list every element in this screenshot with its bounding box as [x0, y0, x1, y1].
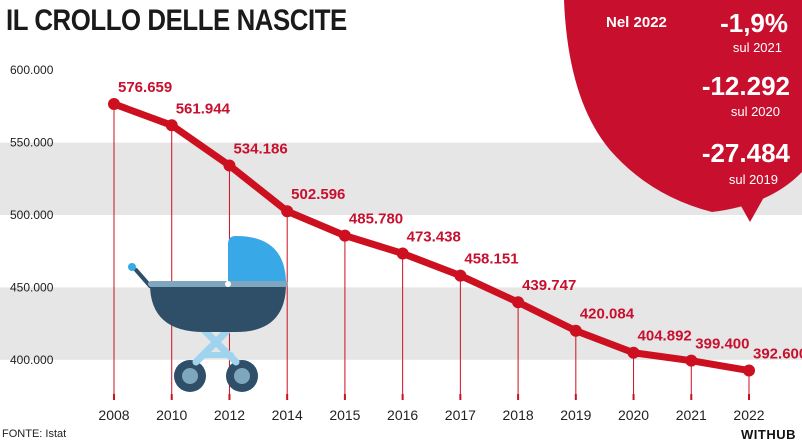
data-point [685, 354, 698, 367]
data-label: 534.186 [233, 140, 287, 157]
data-point [338, 229, 351, 242]
x-tick-label: 2021 [676, 407, 707, 423]
x-tick-label: 2016 [387, 407, 418, 423]
callout-value-2: -12.292 [702, 71, 790, 101]
stroller-illustration [128, 236, 288, 392]
x-tick-label: 2008 [98, 407, 129, 423]
data-label: 502.596 [291, 186, 345, 203]
x-tick-label: 2010 [156, 407, 187, 423]
x-tick-label: 2017 [445, 407, 476, 423]
data-point [743, 364, 755, 377]
callout-shape [564, 0, 802, 212]
data-label: 399.400 [695, 336, 749, 353]
data-point [396, 247, 409, 260]
x-tick-label: 2019 [560, 407, 591, 423]
data-label: 485.780 [349, 211, 403, 228]
data-label: 576.659 [118, 79, 172, 96]
data-point [281, 205, 294, 218]
x-tick-label: 2014 [272, 407, 303, 423]
data-label: 439.747 [522, 277, 576, 294]
x-tick-label: 2020 [618, 407, 649, 423]
stroller-hood [228, 236, 286, 284]
data-point [454, 269, 467, 282]
source-note: FONTE: Istat [2, 428, 67, 440]
series-line [110, 100, 753, 375]
stroller-body [150, 284, 286, 332]
callout-value-3: -27.484 [702, 138, 791, 168]
data-point [627, 346, 640, 359]
data-point [223, 159, 236, 172]
x-tick-label: 2018 [503, 407, 534, 423]
y-tick-label: 400.000 [10, 353, 54, 367]
data-label: 561.944 [176, 100, 231, 117]
x-tick-label: 2022 [733, 407, 764, 423]
y-tick-label: 600.000 [10, 63, 54, 77]
data-point [569, 324, 582, 337]
data-point [165, 119, 178, 132]
y-tick-label: 550.000 [10, 136, 54, 150]
data-label: 404.892 [638, 328, 692, 345]
callout-caption-3: sul 2019 [729, 172, 778, 187]
callout-caption-1: sul 2021 [733, 40, 782, 55]
y-tick-label: 450.000 [10, 280, 54, 294]
data-label: 473.438 [407, 228, 461, 245]
data-label: 392.600 [753, 346, 802, 363]
chart-title: IL CROLLO DELLE NASCITE [6, 4, 347, 37]
callout-label: Nel 2022 [606, 14, 667, 31]
y-tick-label: 500.000 [10, 208, 54, 222]
x-tick-label: 2015 [329, 407, 360, 423]
data-point [512, 296, 525, 309]
brand-logo: WITHUB [741, 427, 796, 442]
x-tick-label: 2012 [214, 407, 245, 423]
data-point [108, 97, 120, 110]
callout-caption-2: sul 2020 [731, 104, 780, 119]
grid-band [0, 287, 802, 360]
data-label: 420.084 [580, 306, 635, 323]
callout-panel: Nel 2022 -1,9% sul 2021 -12.292 sul 2020… [564, 0, 802, 222]
callout-value-1: -1,9% [720, 8, 788, 38]
down-arrow-icon [732, 190, 768, 222]
data-label: 458.151 [464, 251, 518, 268]
